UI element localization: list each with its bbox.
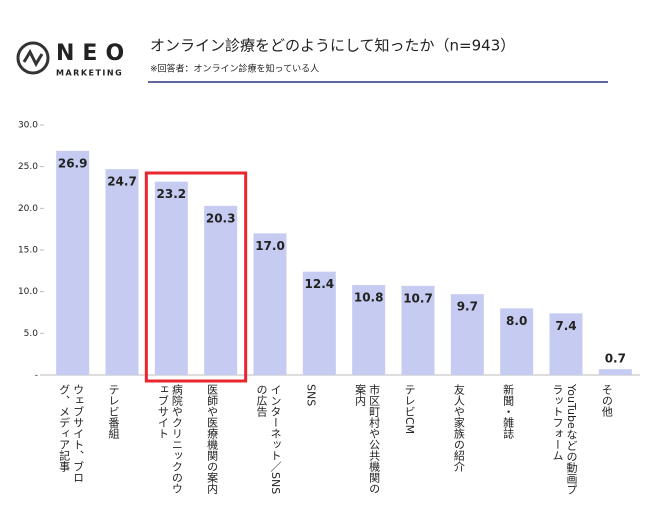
data-label: 10.8 xyxy=(354,291,384,305)
x-tick-label: インターネット／SNSの広告 xyxy=(255,384,282,495)
x-tick-label: 市区町村や公共機関の案内 xyxy=(353,384,381,494)
y-tick-label: 25.0 xyxy=(18,162,38,172)
x-tick-label: SNS xyxy=(304,384,318,407)
bar xyxy=(450,294,484,375)
data-label: 23.2 xyxy=(157,187,187,201)
bar xyxy=(598,369,632,375)
bar xyxy=(154,181,188,375)
bar xyxy=(105,169,139,375)
data-label: 12.4 xyxy=(305,277,335,291)
y-tick-label: 20.0 xyxy=(18,204,38,214)
y-tick-label: - xyxy=(35,371,38,381)
data-label: 20.3 xyxy=(206,211,236,225)
bar xyxy=(352,285,386,375)
chart-subtitle: ※回答者：オンライン診療を知っている人 xyxy=(150,63,319,75)
data-label: 26.9 xyxy=(58,156,88,170)
x-tick-label: 友人や家族の紹介 xyxy=(452,384,466,472)
logo-icon xyxy=(16,41,50,75)
y-tick-label: 15.0 xyxy=(18,246,38,256)
data-label: 7.4 xyxy=(555,319,576,333)
bar xyxy=(253,233,287,375)
y-tick-label: 10.0 xyxy=(18,287,38,297)
y-tick-label: 5.0 xyxy=(24,329,39,339)
logo-sub: MARKETING xyxy=(56,69,123,78)
data-label: 9.7 xyxy=(457,300,478,314)
logo-name: NEO xyxy=(56,41,132,66)
data-label: 17.0 xyxy=(255,239,285,253)
bar xyxy=(302,271,336,375)
x-tick-label: ウェブサイト、ブログ、メディア記事 xyxy=(57,384,85,483)
bar xyxy=(500,308,534,375)
data-label: 0.7 xyxy=(605,352,626,366)
x-tick-label: 医師や医療機関の案内 xyxy=(205,384,219,494)
x-tick-label: その他 xyxy=(600,384,614,417)
x-tick-label: YouTubeなどの動画プラットフォーム xyxy=(551,384,578,495)
data-label: 10.7 xyxy=(403,291,433,305)
bar xyxy=(204,205,238,375)
y-tick-label: 30.0 xyxy=(18,121,38,131)
x-tick-label: 新聞・雑誌 xyxy=(501,384,515,439)
highlight-box xyxy=(144,171,248,383)
bar xyxy=(56,150,90,375)
x-tick-label: テレビ番組 xyxy=(107,384,120,439)
x-tick-label: テレビCM xyxy=(403,384,416,435)
x-tick-label: 病院やクリニックのウェブサイト xyxy=(156,384,184,494)
bar xyxy=(549,313,583,375)
logo-icon-line xyxy=(22,48,44,68)
chart-title: オンライン診療をどのようにして知ったか（n=943） xyxy=(150,37,515,55)
data-label: 8.0 xyxy=(506,314,527,328)
data-label: 24.7 xyxy=(107,175,137,189)
bar xyxy=(401,285,435,375)
